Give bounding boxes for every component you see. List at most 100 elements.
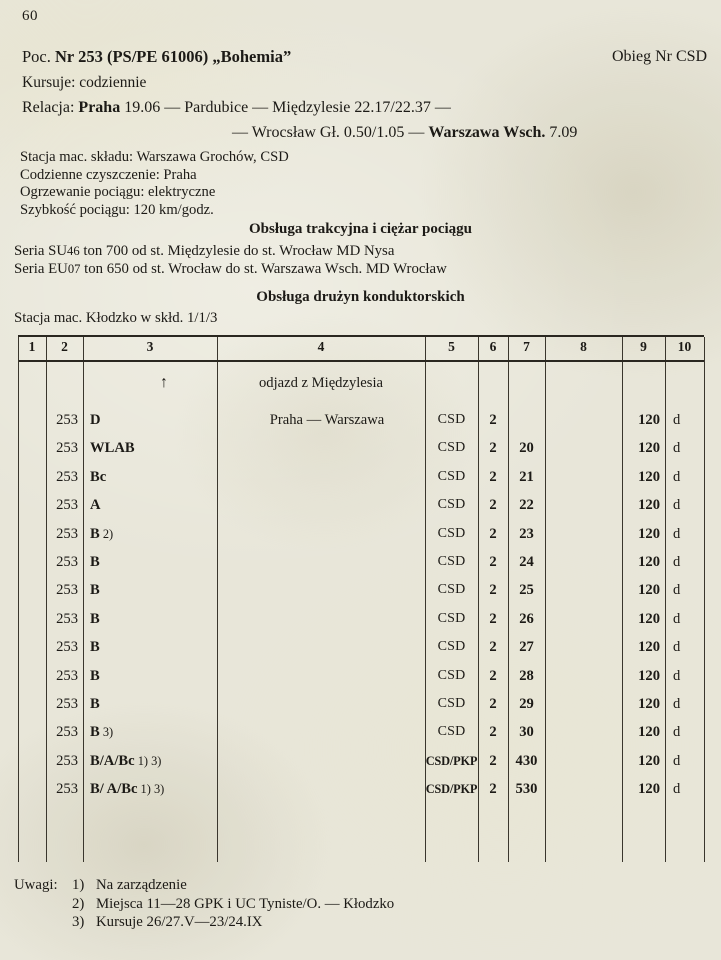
traction-series-1-detail: ton 700 od st. Międzylesie do st. Wrocła… (83, 243, 395, 259)
traction-series-line-1: Seria SU46 ton 700 od st. Międzylesie do… (14, 243, 394, 260)
cell-car-type: B (90, 667, 100, 684)
consist-table: 1 2 3 4 5 6 7 8 9 10 ↑ odjazd z Międzylesia 253 D Pr… (18, 335, 705, 862)
cell-seats: 28 (519, 667, 534, 684)
cell-speed: 120 (638, 752, 660, 769)
cell-speed: 120 (638, 440, 660, 457)
cell-car-type: B (90, 639, 100, 656)
cell-running-mark: d (673, 582, 681, 599)
cell-class: 2 (489, 610, 497, 627)
cell-speed: 120 (638, 781, 660, 798)
cell-owner-railway: CSD (437, 696, 466, 711)
cell-relation: Praha — Warszawa (269, 412, 385, 428)
traction-series-2-number: 07 (67, 262, 81, 276)
cell-train-number: 253 (56, 752, 78, 769)
cell-car-type: B/ A/Bc 1) 3) (90, 781, 165, 798)
cell-class: 2 (489, 554, 497, 570)
cell-train-number: 253 (56, 497, 78, 514)
cell-train-number: 253 (56, 639, 78, 656)
train-number: Nr 253 (55, 47, 103, 66)
cell-running-mark: d (673, 440, 681, 457)
cell-train-number: 253 (56, 412, 78, 428)
cell-car-type: B/A/Bc 1) 3) (90, 752, 162, 769)
remark-text: Na zarządzenie (96, 877, 187, 893)
cell-speed: 120 (638, 610, 660, 627)
table-column-rule-2 (83, 362, 84, 862)
cell-seats: 30 (519, 724, 534, 741)
cell-seats: 23 (519, 525, 534, 542)
cell-owner-railway: CSD (437, 525, 466, 541)
crew-service-heading: Obsługa drużyn konduktorskich (256, 289, 465, 305)
route-label: Relacja: (22, 99, 75, 116)
cell-class: 2 (489, 781, 497, 798)
cell-class: 2 (489, 582, 497, 599)
circulation-number: Obieg Nr CSD (612, 48, 708, 65)
cell-car-type: B (90, 554, 100, 570)
info-heating: Ogrzewanie pociągu: elektryczne (20, 184, 216, 201)
cell-owner-railway: CSD (437, 639, 466, 655)
cell-seats: 430 (515, 752, 538, 769)
remark-item: 3) Kursuje 26/27.V—23/24.IX (72, 913, 394, 932)
remark-item: 1) Na zarządzenie (72, 876, 394, 895)
cell-class: 2 (489, 667, 497, 684)
runs-frequency-line: Kursuje: codziennie (22, 74, 146, 92)
cell-owner-railway: CSD (437, 554, 466, 569)
cell-owner-railway: CSD (437, 412, 466, 427)
column-header-3: 3 (146, 339, 154, 354)
traction-series-2-label: Seria EU (14, 261, 68, 277)
remarks-list: 1) Na zarządzenie 2) Miejsca 11—28 GPK i UC… (14, 876, 394, 932)
cell-speed: 120 (638, 525, 660, 542)
remark-item: 2) Miejsca 11—28 GPK i UC Tyniste/O. — Kł… (72, 895, 394, 914)
route-destination: Warszawa Wsch. (428, 124, 546, 141)
remarks-block: Uwagi: 1) Na zarządzenie 2) Miejsca 11—28 G… (14, 876, 394, 932)
cell-train-number: 253 (56, 696, 78, 712)
table-header-rule (18, 360, 704, 362)
table-edge-rule (18, 337, 19, 862)
cell-train-number: 253 (56, 724, 78, 741)
up-arrow-icon: ↑ (160, 374, 168, 391)
cell-speed: 120 (638, 468, 660, 485)
remarks-label: Uwagi: (14, 877, 58, 893)
traction-heading: Obsługa trakcyjna i ciężar pociągu (248, 221, 473, 237)
table-column-rule-9 (665, 362, 666, 862)
departure-note: odjazd z Międzylesia (259, 375, 383, 391)
traction-series-1-number: 46 (67, 244, 80, 258)
remark-text: Miejsca 11—28 GPK i UC Tyniste/O. — Kłod… (96, 895, 395, 912)
cell-speed: 120 (638, 724, 660, 741)
crew-home-station-line: Stacja mac. Kłodzko w skłd. 1/1/3 (14, 310, 218, 326)
cell-class: 2 (489, 752, 497, 769)
route-line-1: Relacja: Praha 19.06 — Pardubice — Międz… (22, 99, 451, 117)
footnote-marker: 3) (99, 725, 114, 740)
cell-running-mark: d (673, 639, 681, 656)
traction-series-2-detail: ton 650 od st. Wrocław do st. Warszawa W… (84, 261, 447, 277)
column-header-8: 8 (580, 339, 587, 354)
cell-train-number: 253 (56, 440, 78, 457)
column-header-5: 5 (448, 339, 455, 354)
cell-train-number: 253 (56, 667, 78, 684)
cell-seats: 21 (519, 468, 534, 485)
cell-owner-railway: CSD (437, 610, 466, 626)
route-origin: Praha (78, 99, 121, 116)
cell-car-type: WLAB (90, 440, 135, 457)
cell-class: 2 (489, 639, 497, 656)
cell-car-type: B 2) (90, 525, 114, 542)
cell-train-number: 253 (56, 610, 78, 627)
cell-owner-railway: CSD/PKP (425, 753, 478, 768)
cell-running-mark: d (673, 497, 681, 514)
train-code: (PS/PE 61006) (106, 47, 209, 66)
runs-value: codziennie (79, 74, 147, 91)
cell-seats: 29 (519, 696, 534, 712)
cell-car-type: B (90, 582, 100, 599)
cell-class: 2 (489, 412, 497, 428)
cell-seats: 24 (519, 554, 534, 570)
cell-owner-railway: CSD (437, 724, 466, 740)
cell-speed: 120 (638, 667, 660, 684)
remark-text: Kursuje 26/27.V—23/24.IX (96, 914, 263, 930)
table-column-rule-7 (545, 362, 546, 862)
cell-running-mark: d (673, 468, 681, 485)
traction-series-1-label: Seria SU (14, 243, 68, 259)
cell-speed: 120 (638, 696, 660, 712)
remark-number: 3) (72, 914, 85, 930)
cell-class: 2 (489, 696, 497, 712)
info-home-station: Stacja mac. składu: Warszawa Grochów, CS… (20, 149, 289, 165)
cell-car-type: B 3) (90, 724, 114, 741)
